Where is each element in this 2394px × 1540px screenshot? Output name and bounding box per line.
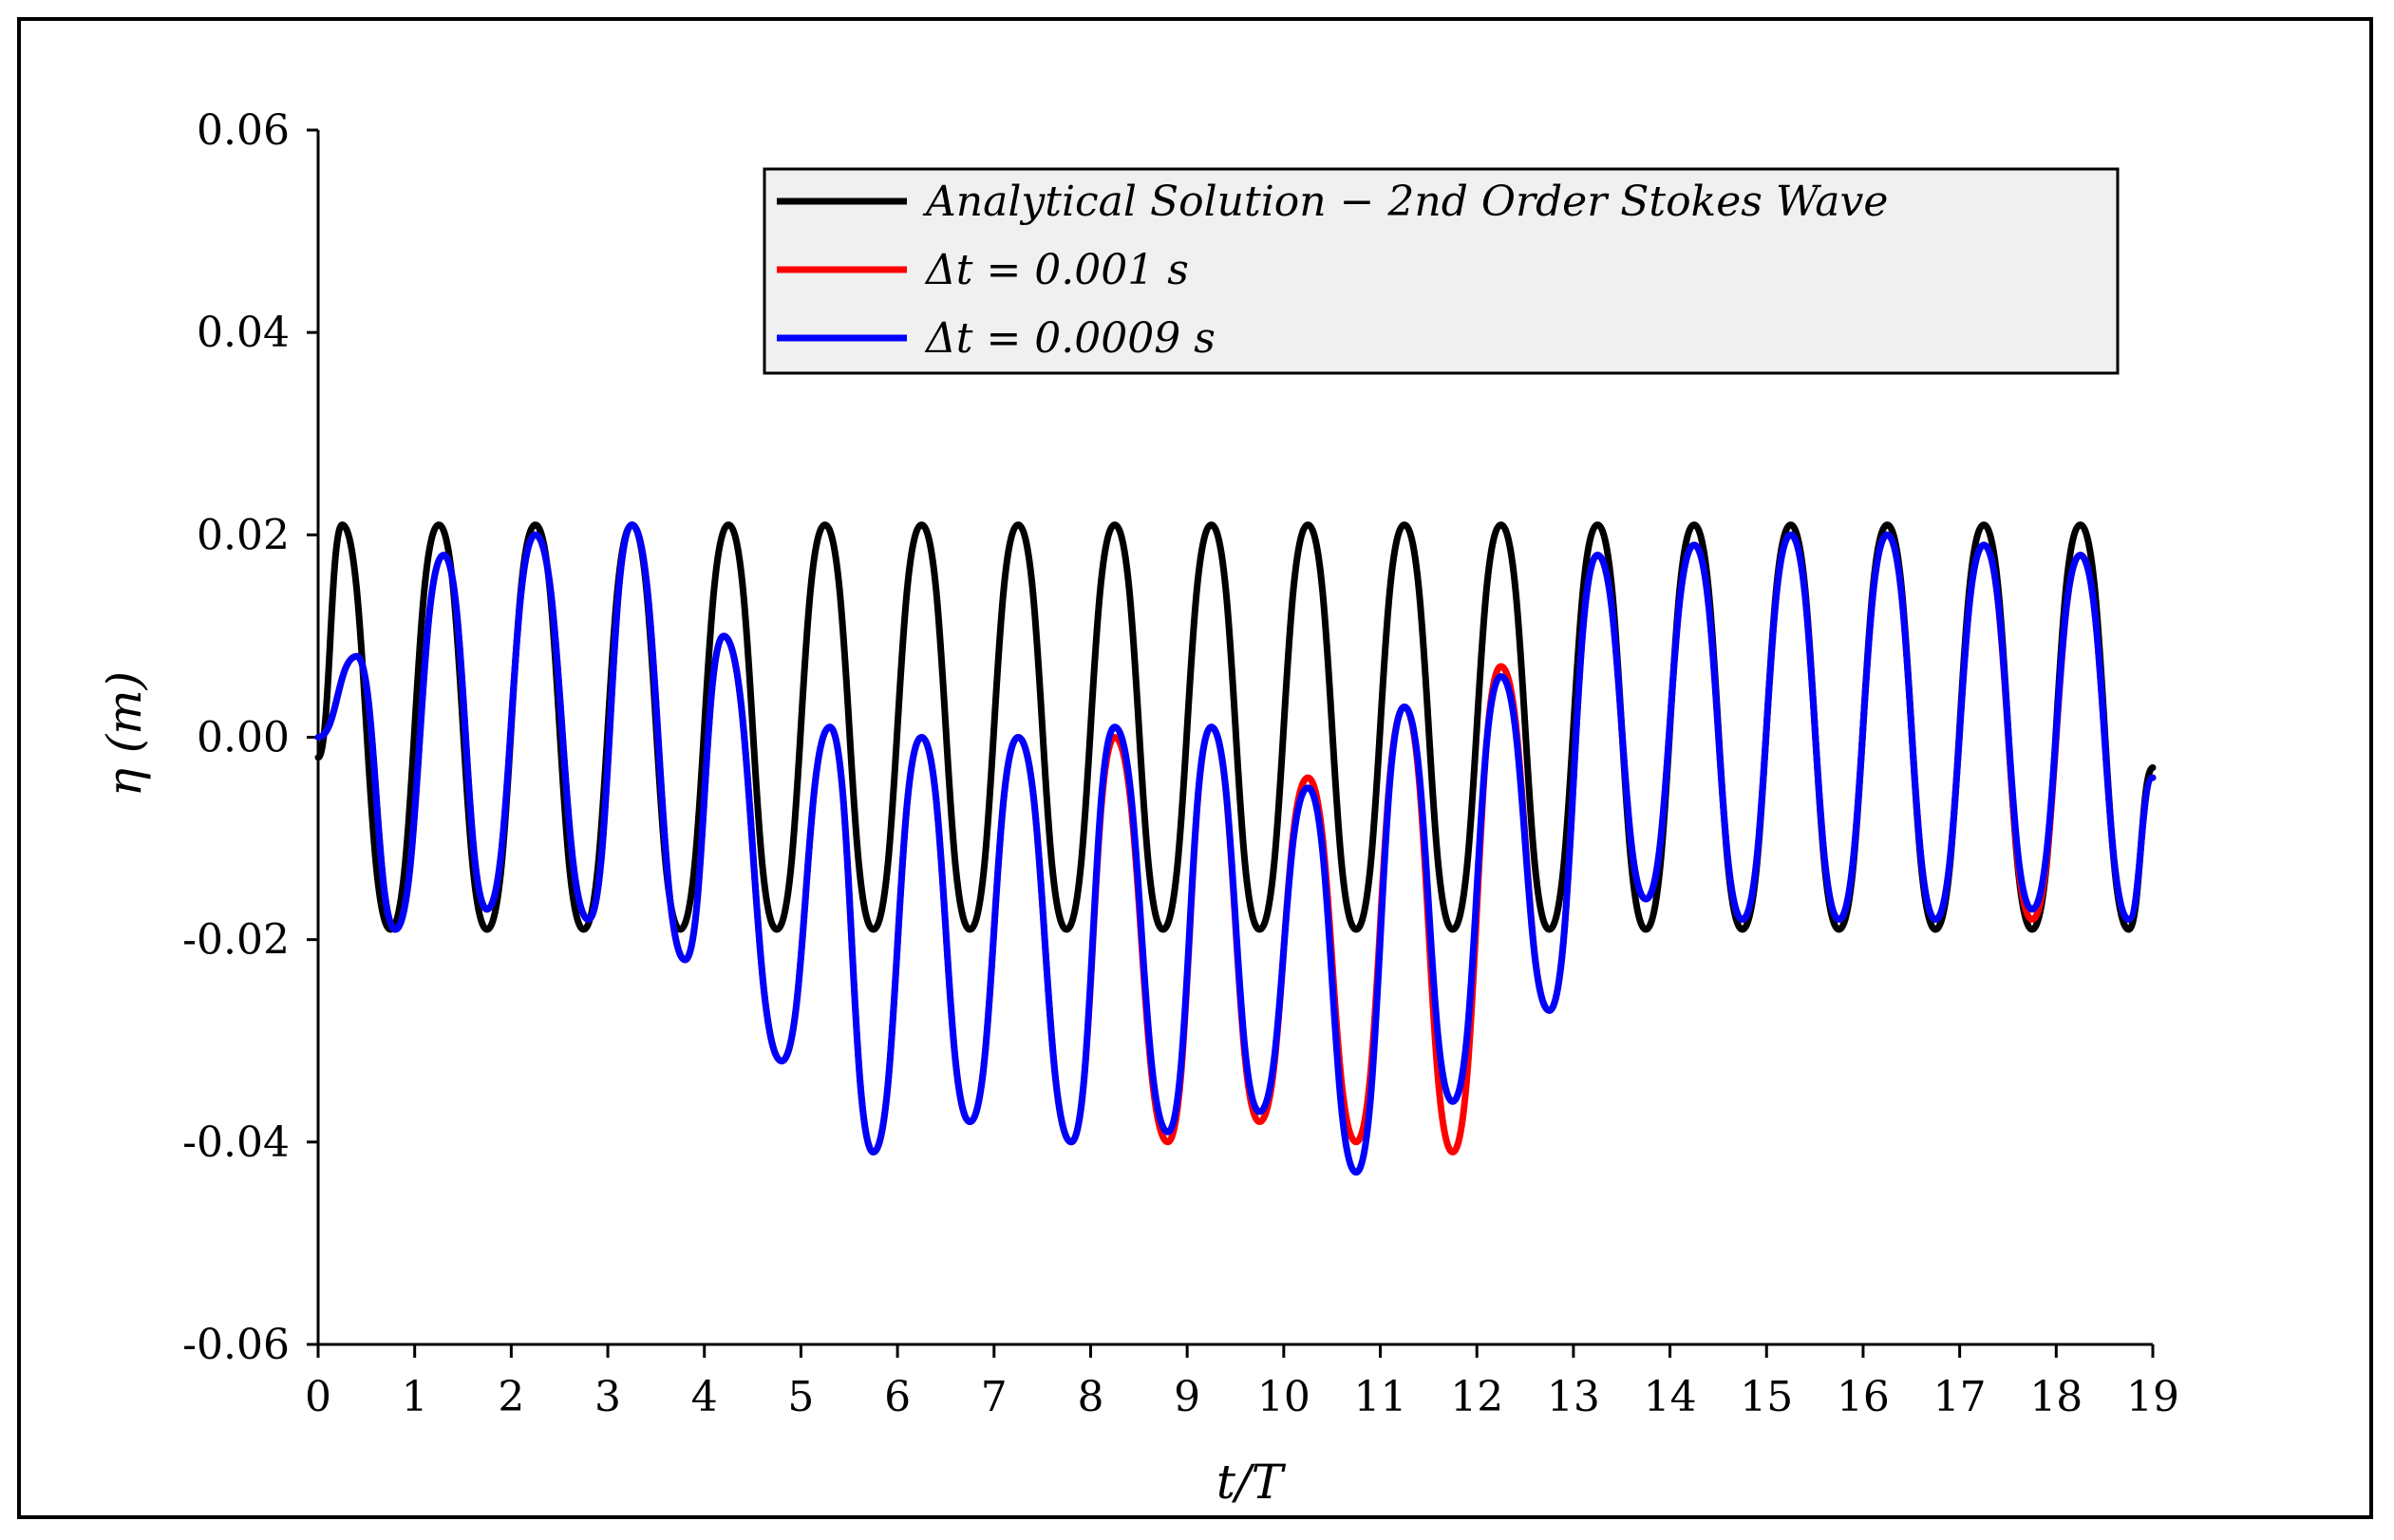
y-tick-label: 0.00: [197, 714, 290, 762]
x-tick-label: 14: [1644, 1373, 1697, 1421]
series-group: [314, 521, 2157, 1176]
axes: -0.06-0.04-0.020.000.020.040.060 1 2 3 4 5 6 7 8…: [182, 106, 2179, 1421]
y-axis-title: η (m): [97, 671, 152, 797]
x-tick-label: 9: [1174, 1373, 1200, 1421]
y-tick-label: -0.06: [182, 1321, 290, 1369]
x-tick-label: 15: [1740, 1373, 1793, 1421]
x-tick-label: 12: [1450, 1373, 1503, 1421]
x-tick-label: 3: [594, 1373, 621, 1421]
x-tick-label: 1: [402, 1373, 428, 1421]
x-tick-label: 10: [1257, 1373, 1310, 1421]
legend: Analytical Solution − 2nd Order Stokes W…: [763, 167, 2120, 375]
x-tick-label: 2: [498, 1373, 524, 1421]
y-tick-label: -0.04: [182, 1118, 290, 1167]
x-tick-label: 11: [1354, 1373, 1407, 1421]
x-tick-label: 8: [1077, 1373, 1103, 1421]
y-tick-label: 0.04: [197, 309, 290, 357]
x-axis-title: t/T: [1216, 1455, 1287, 1510]
x-tick-label: 6: [884, 1373, 911, 1421]
legend-item-dt-0-0009-label: Δt = 0.0009 s: [924, 314, 1216, 363]
x-tick-label: 18: [2029, 1373, 2083, 1421]
x-tick-label: 13: [1547, 1373, 1600, 1421]
x-tick-label: 16: [1837, 1373, 1890, 1421]
x-tick-label: 17: [1933, 1373, 1987, 1421]
x-tick-label: 19: [2126, 1373, 2179, 1421]
legend-box: [763, 167, 2120, 375]
y-tick-label: 0.06: [197, 106, 290, 155]
legend-item-analytical-label: Analytical Solution − 2nd Order Stokes W…: [922, 178, 1888, 226]
series-line-dt-0-001: [314, 521, 2157, 1155]
x-tick-label: 5: [787, 1373, 814, 1421]
legend-item-dt-0-001-label: Δt = 0.001 s: [924, 246, 1189, 294]
y-tick-label: 0.02: [197, 511, 290, 559]
x-tick-label: 7: [981, 1373, 1008, 1421]
series-line-dt-0-0009: [314, 521, 2157, 1176]
x-tick-label: 4: [691, 1373, 718, 1421]
y-tick-label: -0.02: [182, 916, 290, 965]
x-tick-label: 0: [305, 1373, 331, 1421]
